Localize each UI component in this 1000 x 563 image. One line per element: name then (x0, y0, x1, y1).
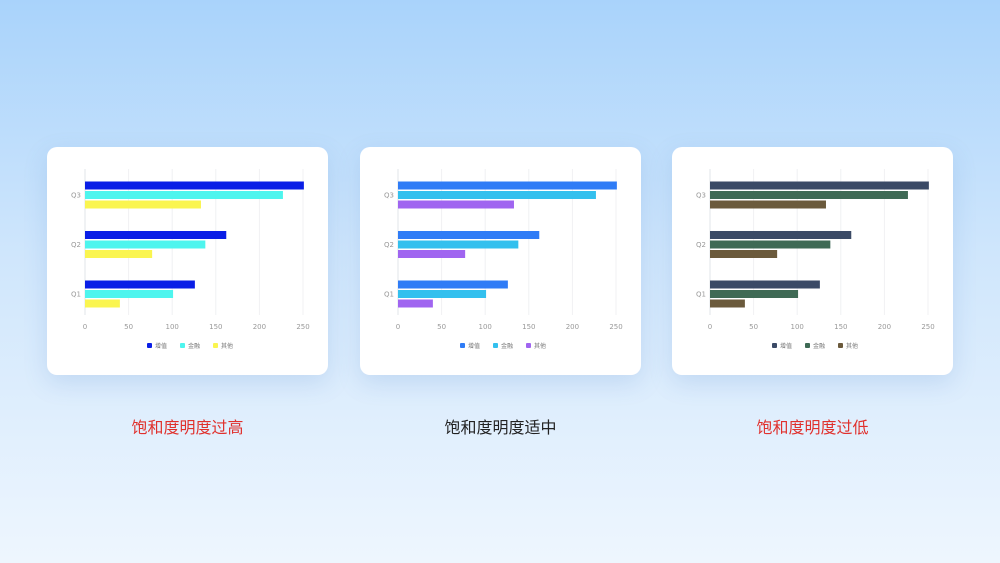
legend-swatch (213, 343, 218, 348)
bar (85, 280, 195, 289)
legend-label: 金融 (813, 342, 825, 350)
x-tick-label: 200 (253, 323, 266, 331)
x-tick-label: 50 (124, 323, 133, 331)
x-tick-label: 250 (921, 323, 934, 331)
bar-chart: 0 50 100 150 200 250 Q1 Q2 Q3 增值 金融 其他 (696, 169, 935, 350)
caption-high: 饱和度明度过高 (131, 418, 244, 437)
bar (398, 290, 487, 298)
x-tick-label: 200 (878, 323, 891, 331)
legend-swatch (838, 343, 843, 348)
caption-medium: 饱和度明度适中 (444, 418, 557, 437)
y-tick-label: Q1 (71, 291, 81, 299)
bar (85, 231, 227, 239)
x-tick-label: 0 (708, 323, 712, 331)
x-tick-label: 250 (609, 323, 622, 331)
legend-label: 其他 (221, 342, 233, 350)
bar (710, 250, 778, 258)
bar (398, 191, 596, 199)
legend-swatch (805, 343, 810, 348)
chart-card-high: 0 50 100 150 200 250 Q1 Q2 Q3 增值 金融 其他 (47, 147, 328, 375)
bar (398, 231, 540, 239)
legend-label: 其他 (846, 342, 858, 350)
legend-label: 金融 (188, 342, 200, 350)
bar (85, 181, 304, 190)
legend-label: 其他 (534, 342, 546, 350)
bar-chart: 0 50 100 150 200 250 Q1 Q2 Q3 增值 金融 其他 (384, 169, 623, 350)
legend-swatch (460, 343, 465, 348)
y-tick-label: Q3 (71, 192, 81, 200)
bar (710, 200, 826, 209)
bar (85, 299, 120, 308)
bar (710, 299, 745, 308)
y-tick-label: Q1 (696, 291, 706, 299)
x-tick-label: 100 (479, 323, 492, 331)
bar (398, 299, 433, 308)
legend-swatch (772, 343, 777, 348)
x-tick-label: 0 (83, 323, 87, 331)
chart-card-medium: 0 50 100 150 200 250 Q1 Q2 Q3 增值 金融 其他 (360, 147, 641, 375)
legend-label: 增值 (780, 342, 792, 350)
y-tick-label: Q2 (384, 241, 394, 249)
legend-swatch (526, 343, 531, 348)
x-tick-label: 150 (834, 323, 847, 331)
bar (710, 290, 799, 298)
y-tick-label: Q3 (384, 192, 394, 200)
legend-swatch (493, 343, 498, 348)
caption-low: 饱和度明度过低 (756, 418, 869, 437)
x-tick-label: 150 (209, 323, 222, 331)
bar (85, 250, 153, 258)
bar (85, 191, 283, 199)
bar (398, 280, 508, 289)
x-tick-label: 250 (296, 323, 309, 331)
legend-label: 增值 (155, 342, 167, 350)
bar (710, 181, 929, 190)
y-tick-label: Q3 (696, 192, 706, 200)
legend-swatch (147, 343, 152, 348)
bar (710, 231, 852, 239)
bar (710, 280, 820, 289)
y-tick-label: Q1 (384, 291, 394, 299)
x-tick-label: 0 (396, 323, 400, 331)
bar (398, 181, 617, 190)
legend-label: 增值 (468, 342, 480, 350)
bar (398, 240, 519, 249)
x-tick-label: 50 (749, 323, 758, 331)
bar (85, 290, 174, 298)
chart-card-low: 0 50 100 150 200 250 Q1 Q2 Q3 增值 金融 其他 (672, 147, 953, 375)
legend-label: 金融 (501, 342, 513, 350)
x-tick-label: 200 (566, 323, 579, 331)
x-tick-label: 100 (166, 323, 179, 331)
bar (85, 240, 206, 249)
bar (710, 240, 831, 249)
bar (398, 250, 466, 258)
y-tick-label: Q2 (71, 241, 81, 249)
bar-chart: 0 50 100 150 200 250 Q1 Q2 Q3 增值 金融 其他 (71, 169, 310, 350)
bar (85, 200, 201, 209)
y-tick-label: Q2 (696, 241, 706, 249)
x-tick-label: 100 (791, 323, 804, 331)
legend-swatch (180, 343, 185, 348)
x-tick-label: 150 (522, 323, 535, 331)
bar (398, 200, 514, 209)
x-tick-label: 50 (437, 323, 446, 331)
bar (710, 191, 908, 199)
